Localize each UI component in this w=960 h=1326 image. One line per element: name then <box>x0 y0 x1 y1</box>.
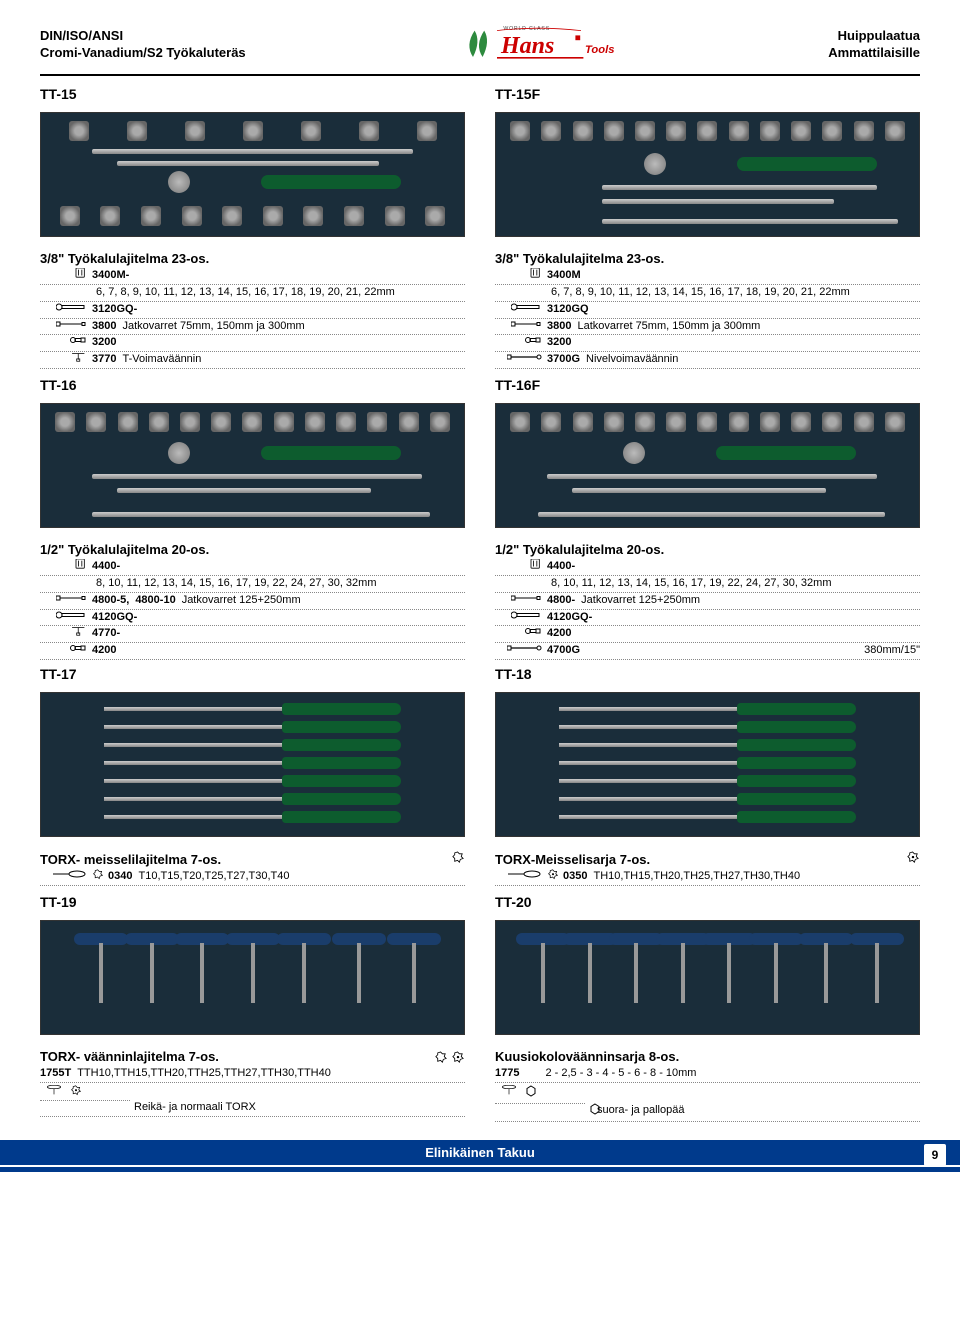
socket-icon <box>40 268 92 278</box>
ratchet-icon <box>495 610 547 620</box>
tt18-code: TT-18 <box>495 666 920 682</box>
tt15-desc: 3/8" Työkalulajitelma 23-os. 3400M- 6, 7… <box>40 251 465 369</box>
torx-icon <box>451 851 465 865</box>
socket-icon <box>495 268 547 278</box>
hans-logo: Hans Tools WORLD CLASS <box>457 20 617 70</box>
joint-icon <box>40 643 92 653</box>
tt19-title: TORX- väänninlajitelma 7-os. <box>40 1049 219 1064</box>
tt15-code: TT-15 <box>40 86 465 102</box>
tt17-title: TORX- meisselilajitelma 7-os. <box>40 852 221 867</box>
torx-hole-icon <box>547 869 559 883</box>
svg-text:WORLD CLASS: WORLD CLASS <box>503 26 550 32</box>
page-footer: Elinikäinen Takuu 9 <box>0 1140 960 1172</box>
hex-icon <box>525 1085 537 1102</box>
header-left: DIN/ISO/ANSI Cromi-Vanadium/S2 Työkalute… <box>40 28 246 62</box>
tt15f-title: 3/8" Työkalulajitelma 23-os. <box>495 251 920 266</box>
hex-icon <box>585 1103 597 1120</box>
tt19-photo <box>40 920 465 1035</box>
header-material: Cromi-Vanadium/S2 Työkaluteräs <box>40 45 246 62</box>
joint-icon <box>495 626 547 636</box>
page-number: 9 <box>924 1144 946 1166</box>
breaker-icon <box>495 352 547 362</box>
breaker-icon <box>495 643 547 653</box>
tt19-desc: TORX- väänninlajitelma 7-os. 1755TTTH10,… <box>40 1049 465 1122</box>
tt17-desc: TORX- meisselilajitelma 7-os. 0340T10,T1… <box>40 851 465 886</box>
tt19-code: TT-19 <box>40 894 465 910</box>
torx-icons <box>434 1050 465 1065</box>
ratchet-icon <box>40 610 92 620</box>
extension-icon <box>495 319 547 329</box>
header-right: Huippulaatua Ammattilaisille <box>828 28 920 62</box>
tt20-desc: Kuusiokoloväänninsarja 8-os. 17752 - 2,5… <box>495 1049 920 1122</box>
tt16f-desc: 1/2" Työkalulajitelma 20-os. 4400- 8, 10… <box>495 542 920 660</box>
tkey-icon <box>40 1085 70 1095</box>
tt20-code: TT-20 <box>495 894 920 910</box>
svg-text:Hans: Hans <box>500 33 554 59</box>
tkey-icon <box>495 1085 525 1095</box>
ratchet-icon <box>40 302 92 312</box>
tt16-photo <box>40 403 465 528</box>
tt15f-code: TT-15F <box>495 86 920 102</box>
tt15-title: 3/8" Työkalulajitelma 23-os. <box>40 251 465 266</box>
tt17-photo <box>40 692 465 837</box>
screwdriver-icon <box>495 869 547 879</box>
socket-icon <box>495 559 547 569</box>
tt18-desc: TORX-Meisselisarja 7-os. 0350TH10,TH15,T… <box>495 851 920 886</box>
tt15f-desc: 3/8" Työkalulajitelma 23-os. 3400M 6, 7,… <box>495 251 920 369</box>
screwdriver-icon <box>40 869 92 879</box>
extension-icon <box>40 319 92 329</box>
tt15f-photo <box>495 112 920 237</box>
tt20-title: Kuusiokoloväänninsarja 8-os. <box>495 1049 920 1064</box>
tbar-icon <box>40 626 92 636</box>
tt20-photo <box>495 920 920 1035</box>
tt16-code: TT-16 <box>40 377 465 393</box>
extension-icon <box>495 593 547 603</box>
tt18-title: TORX-Meisselisarja 7-os. <box>495 852 650 867</box>
tt16f-code: TT-16F <box>495 377 920 393</box>
ratchet-icon <box>495 302 547 312</box>
torx-hole-icon <box>70 1085 82 1099</box>
tt16f-photo <box>495 403 920 528</box>
header-standard: DIN/ISO/ANSI <box>40 28 246 45</box>
extension-icon <box>40 593 92 603</box>
tt15-photo <box>40 112 465 237</box>
tt16-title: 1/2" Työkalulajitelma 20-os. <box>40 542 465 557</box>
tt16-desc: 1/2" Työkalulajitelma 20-os. 4400- 8, 10… <box>40 542 465 660</box>
socket-icon <box>40 559 92 569</box>
page-header: DIN/ISO/ANSI Cromi-Vanadium/S2 Työkalute… <box>40 20 920 76</box>
tt16f-title: 1/2" Työkalulajitelma 20-os. <box>495 542 920 557</box>
svg-text:Tools: Tools <box>585 44 614 56</box>
tt18-photo <box>495 692 920 837</box>
torx-icon <box>92 869 104 883</box>
joint-icon <box>495 335 547 345</box>
footer-text: Elinikäinen Takuu <box>425 1145 535 1160</box>
header-quality: Huippulaatua <box>828 28 920 45</box>
joint-icon <box>40 335 92 345</box>
torx-hole-icon <box>906 851 920 865</box>
tbar-icon <box>40 352 92 362</box>
header-pro: Ammattilaisille <box>828 45 920 62</box>
tt17-code: TT-17 <box>40 666 465 682</box>
